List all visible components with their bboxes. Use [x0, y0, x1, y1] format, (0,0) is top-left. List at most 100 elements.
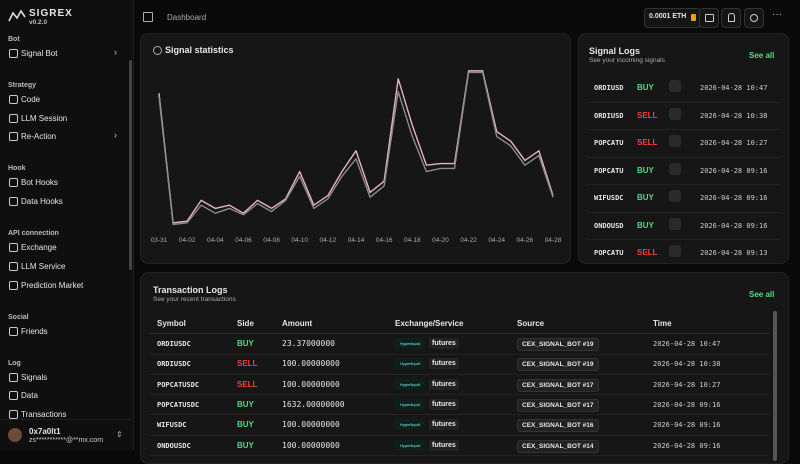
signal-row: POPCATU SELL 2026-04-28 09:13: [579, 239, 788, 263]
exchange-chip: Hyperliquid: [395, 338, 425, 349]
row-divider: [149, 373, 769, 375]
market-type: futures: [429, 338, 459, 349]
symbol: ORDIUSD: [594, 111, 624, 120]
transaction-row: WIFUSDC BUY 100.00000000 Hyperliquid futures…: [141, 415, 771, 436]
signal-row: ONDOUSD BUY 2026-04-28 09:16: [579, 211, 788, 239]
nav-item[interactable]: Exchange: [4, 240, 126, 255]
x-tick-label: 04-14: [348, 237, 365, 244]
nav-icon: [9, 409, 18, 419]
signal-statistics-card: Signal statistics 03-31 04-02 04-04 04-06 04…: [140, 33, 571, 264]
row-divider: [149, 414, 769, 416]
amount: 100.00000000: [282, 440, 340, 450]
chevron: ›: [114, 47, 117, 57]
nav-icon: [9, 197, 18, 207]
sidebar-toggle[interactable]: [143, 12, 153, 22]
see-all-link[interactable]: See all: [749, 290, 775, 299]
nav-item[interactable]: Data: [4, 388, 126, 403]
time: 2026-04-28 10:27: [653, 380, 721, 389]
source-chip: CEX_SIGNAL_BOT #19: [517, 358, 599, 372]
signal-row: POPCATU BUY 2026-04-28 09:16: [579, 156, 788, 184]
side: BUY: [237, 440, 254, 450]
nav-label: Bot Hooks: [21, 178, 58, 188]
signal-row: ORDIUSD BUY 2026-04-28 10:47: [579, 74, 788, 101]
source-chip: CEX_SIGNAL_BOT #14: [517, 439, 599, 453]
logo: [8, 9, 26, 22]
card-subtitle: See your recent transactions: [153, 296, 236, 303]
side: SELL: [237, 379, 258, 389]
nav-item[interactable]: Bot Hooks: [4, 175, 126, 190]
copy-icon[interactable]: [669, 245, 681, 257]
side: SELL: [637, 110, 658, 120]
nav-label: Prediction Market: [21, 280, 84, 290]
nav-item[interactable]: Signal Bot ›: [4, 46, 126, 61]
nav-item[interactable]: Code: [4, 92, 126, 107]
nav-item[interactable]: Friends: [4, 324, 126, 339]
exchange-chip: Hyperliquid: [395, 378, 425, 390]
nav-item[interactable]: Re-Action ›: [4, 129, 126, 144]
side: BUY: [637, 83, 654, 92]
time: 2026-04-28 10:47: [653, 340, 721, 348]
source-chip: CEX_SIGNAL_BOT #16: [517, 419, 599, 433]
amount: 100.00000000: [282, 379, 340, 389]
series-line: [158, 70, 554, 224]
nav-item[interactable]: LLM Session: [4, 111, 126, 126]
amount: 1632.00000000: [282, 399, 345, 409]
balance-button[interactable]: 0.0001 ETH: [644, 8, 701, 28]
side: SELL: [637, 248, 658, 257]
signal-row: WIFUSDC BUY 2026-04-28 09:16: [579, 184, 788, 211]
nav-label: Transactions: [21, 409, 67, 419]
section-title: API connection: [8, 230, 59, 238]
copy-icon[interactable]: [669, 190, 681, 202]
copy-icon[interactable]: [669, 80, 681, 92]
symbol: POPCATU: [594, 166, 624, 175]
amount: 100.00000000: [282, 420, 340, 430]
avatar: [8, 428, 22, 442]
nav-item[interactable]: Signals: [4, 370, 126, 385]
exchange-chip: Hyperliquid: [395, 439, 425, 451]
source-chip: CEX_SIGNAL_BOT #17: [517, 378, 599, 392]
nav-item[interactable]: LLM Service: [4, 259, 126, 274]
section-title: Log: [8, 359, 21, 367]
copy-icon[interactable]: [669, 217, 681, 230]
see-all-link[interactable]: See all: [749, 51, 775, 60]
side: BUY: [237, 399, 254, 409]
x-tick-label: 04-16: [376, 237, 393, 244]
notifications-button[interactable]: [721, 8, 741, 28]
user-email: zs***********@**mx.com: [29, 437, 104, 444]
nav-label: Re-Action: [21, 132, 57, 142]
symbol: ORDIUSDC: [157, 360, 191, 369]
nav-item[interactable]: Prediction Market: [4, 278, 126, 293]
column-header: Symbol: [157, 319, 186, 328]
copy-icon[interactable]: [669, 135, 681, 147]
theme-button[interactable]: [744, 8, 764, 28]
time: 2026-04-28 09:16: [653, 400, 721, 409]
signal-row: ORDIUSD SELL 2026-04-28 10:38: [579, 101, 788, 129]
line-chart: 03-31 04-02 04-04 04-06 04-08 04-10 04-12 04-14…: [151, 70, 562, 244]
wallet-button[interactable]: [699, 8, 719, 28]
row-divider: [587, 156, 780, 158]
nav-icon: [9, 391, 18, 401]
row-divider: [149, 434, 769, 436]
copy-icon[interactable]: [669, 162, 681, 175]
x-tick-label: 04-22: [460, 237, 477, 244]
copy-icon[interactable]: [669, 107, 681, 120]
balance: 0.0001 ETH: [649, 13, 687, 20]
more-button[interactable]: ···: [772, 9, 782, 20]
market-type: futures: [429, 419, 459, 431]
nav-icon: [9, 261, 18, 271]
card-title: Signal Logs: [589, 46, 641, 56]
user-panel[interactable]: 0x7a0lt1 zs***********@**mx.com ⇕: [0, 419, 133, 450]
nav-item[interactable]: Data Hooks: [4, 194, 126, 209]
nav-item[interactable]: Transactions: [4, 407, 126, 422]
eth-icon: [691, 14, 696, 21]
nav-icon: [9, 132, 18, 142]
nav-icon: [9, 113, 18, 123]
nav-label: Data: [21, 391, 38, 401]
version: v0.2.0: [29, 19, 48, 26]
x-tick-label: 04-10: [291, 237, 308, 244]
time: 2026-04-28 09:16: [653, 421, 721, 430]
x-tick-label: 03-31: [151, 237, 168, 244]
nav-icon: [9, 280, 18, 290]
nav-label: Exchange: [21, 243, 57, 253]
transaction-row: ORDIUSDC BUY 23.37000000 Hyperliquid futures…: [141, 334, 771, 355]
